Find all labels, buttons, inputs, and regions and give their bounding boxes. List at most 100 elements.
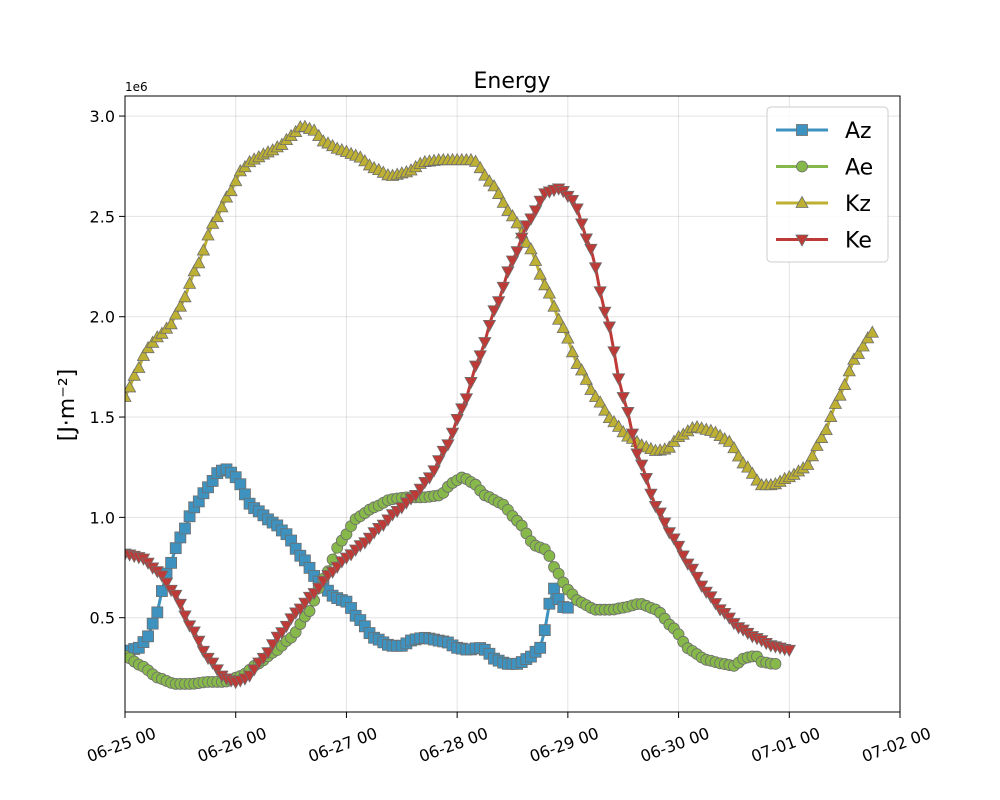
data-point-ke bbox=[607, 346, 621, 359]
data-point-ke bbox=[524, 213, 538, 226]
data-point-ke bbox=[505, 255, 520, 268]
data-point-kz bbox=[210, 209, 224, 223]
data-point-ke bbox=[482, 319, 497, 333]
data-point-ke bbox=[593, 286, 607, 299]
y-tick-label: 2.0 bbox=[90, 308, 115, 327]
data-point-ke bbox=[685, 563, 700, 576]
data-point-ke bbox=[205, 657, 220, 670]
chart-title: Energy bbox=[473, 69, 550, 94]
data-point-kz bbox=[125, 380, 137, 393]
data-point-ke bbox=[159, 577, 174, 590]
data-point-kz bbox=[487, 179, 501, 192]
legend-marker-az bbox=[796, 124, 808, 136]
data-point-ke bbox=[565, 194, 580, 208]
data-point-az bbox=[179, 522, 191, 535]
data-point-kz bbox=[570, 356, 584, 369]
data-point-az bbox=[142, 630, 154, 643]
data-point-ke bbox=[533, 195, 547, 208]
data-point-kz bbox=[810, 438, 824, 451]
data-point-ke bbox=[247, 664, 261, 677]
legend-label-kz: Kz bbox=[845, 192, 871, 217]
data-point-kz bbox=[556, 320, 570, 333]
x-tick-label: 06-27 00 bbox=[306, 724, 380, 766]
y-tick-label: 2.5 bbox=[90, 207, 115, 226]
data-point-ke bbox=[658, 517, 672, 530]
data-point-ke bbox=[570, 203, 584, 216]
data-point-ke bbox=[196, 645, 211, 659]
data-point-kz bbox=[528, 253, 543, 266]
y-tick-label: 1.5 bbox=[90, 408, 115, 427]
x-tick-label: 06-28 00 bbox=[416, 724, 490, 766]
data-point-kz bbox=[842, 364, 856, 377]
data-point-ke bbox=[445, 427, 460, 440]
data-point-kz bbox=[579, 372, 593, 385]
data-point-kz bbox=[505, 209, 520, 222]
data-point-ke bbox=[704, 591, 718, 604]
series-line-ae bbox=[125, 476, 776, 686]
x-tick-label: 06-25 00 bbox=[84, 724, 158, 766]
data-point-ke bbox=[178, 610, 192, 623]
data-point-kz bbox=[575, 363, 589, 376]
data-point-ke bbox=[413, 483, 427, 496]
data-point-kz bbox=[828, 396, 843, 409]
data-point-ke bbox=[634, 459, 649, 472]
data-point-kz bbox=[125, 389, 132, 402]
legend-label-az: Az bbox=[845, 119, 872, 144]
data-point-ke bbox=[515, 232, 529, 246]
data-point-ae bbox=[303, 605, 316, 617]
data-point-ke bbox=[694, 580, 709, 593]
data-point-ke bbox=[242, 670, 257, 683]
legend-marker-ke bbox=[795, 234, 809, 247]
data-point-ke bbox=[676, 550, 690, 563]
data-point-kz bbox=[741, 460, 755, 473]
data-point-kz bbox=[727, 440, 741, 454]
data-point-kz bbox=[491, 186, 506, 199]
x-tick-label: 06-26 00 bbox=[195, 724, 269, 766]
legend: Az Ae Kz Ke bbox=[766, 106, 889, 263]
data-point-ke bbox=[427, 465, 441, 478]
data-point-ke bbox=[708, 598, 723, 611]
data-point-ke bbox=[169, 589, 183, 603]
data-point-kz bbox=[473, 160, 487, 174]
data-point-kz bbox=[542, 286, 557, 299]
data-point-ke bbox=[408, 489, 423, 503]
data-point-ke bbox=[468, 360, 483, 373]
data-point-kz bbox=[132, 360, 146, 373]
data-point-ke bbox=[491, 296, 506, 309]
data-point-kz bbox=[187, 264, 201, 277]
data-point-ke bbox=[621, 407, 635, 420]
x-tick-label: 06-30 00 bbox=[638, 724, 712, 766]
data-point-ke bbox=[630, 448, 644, 461]
data-point-az bbox=[561, 601, 574, 614]
data-point-ke bbox=[667, 533, 681, 546]
data-point-ke bbox=[436, 445, 450, 459]
data-point-kz bbox=[196, 243, 211, 256]
data-point-ke bbox=[602, 321, 617, 334]
series-ke bbox=[125, 183, 796, 690]
data-point-kz bbox=[814, 430, 829, 443]
data-point-kz bbox=[731, 449, 746, 462]
data-point-ke bbox=[644, 488, 658, 501]
data-point-kz bbox=[178, 289, 192, 303]
data-point-ke bbox=[210, 664, 224, 677]
data-point-ke bbox=[496, 281, 510, 295]
data-point-kz bbox=[496, 195, 510, 208]
data-point-ke bbox=[478, 337, 492, 350]
y-axis-label: [J·m⁻²] bbox=[55, 369, 80, 442]
data-point-kz bbox=[722, 434, 736, 447]
data-point-kz bbox=[205, 216, 220, 229]
data-point-ke bbox=[182, 620, 197, 633]
data-point-ke bbox=[450, 414, 464, 427]
plot-frame bbox=[124, 95, 901, 713]
data-point-kz bbox=[551, 312, 566, 325]
data-point-ke bbox=[588, 262, 603, 275]
data-point-ae bbox=[543, 550, 556, 562]
data-point-kz bbox=[837, 377, 852, 390]
data-point-ke bbox=[261, 647, 275, 660]
data-point-kz bbox=[192, 256, 206, 269]
legend-label-ae: Ae bbox=[845, 156, 873, 181]
data-point-ke bbox=[192, 635, 206, 649]
series-ae bbox=[125, 471, 782, 690]
x-tick-label: 07-02 00 bbox=[859, 724, 933, 766]
